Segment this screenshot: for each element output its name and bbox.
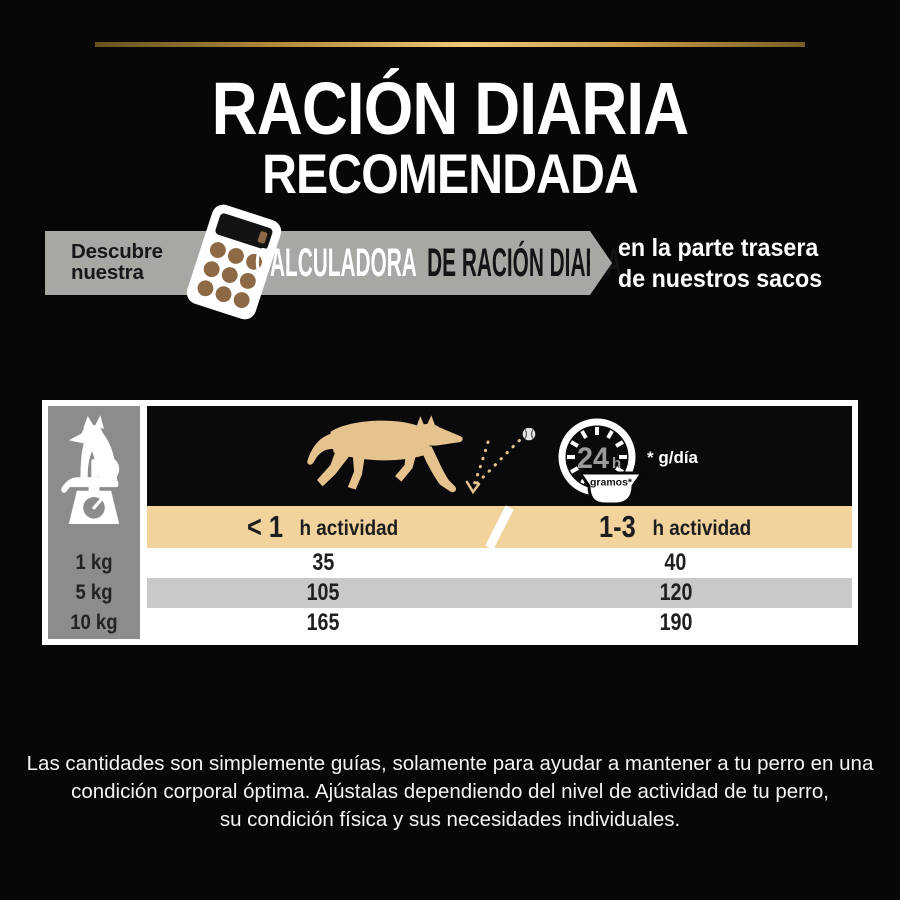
- activity-col-2-label: h actividad: [652, 516, 752, 540]
- table-row-1kg: 35 40: [147, 548, 852, 578]
- activity-header-row: < 1 h actividad 1-3 h actividad: [147, 505, 853, 550]
- disclaimer-line3: su condición física y sus necesidades in…: [219, 808, 681, 831]
- page-title: RACIÓN DIARIA: [211, 67, 690, 150]
- weight-icon-box: [58, 406, 130, 548]
- banner-right-line2: de nuestros sacos: [618, 265, 823, 293]
- disclaimer-line2: condición corporal óptima. Ajústalas dep…: [71, 780, 829, 803]
- weight-column: 1 kg 5 kg 10 kg: [48, 406, 140, 639]
- banner-intro-line1: Descubre: [71, 240, 163, 263]
- ration-5kg-low: 105: [306, 579, 340, 606]
- ration-5kg-high: 120: [659, 579, 693, 606]
- banner-right-text: en la parte trasera de nuestros sacos: [618, 233, 822, 295]
- ball-trajectory-icon: [465, 428, 536, 495]
- clock-number: 24: [577, 442, 609, 475]
- disclaimer-line1: Las cantidades son simplemente guías, so…: [26, 752, 874, 775]
- table-row-5kg: 105 120: [147, 578, 852, 608]
- ration-10kg-high: 190: [659, 609, 693, 636]
- running-dog-icon: [307, 415, 463, 493]
- dog-on-scale-icon: [61, 415, 120, 524]
- gold-divider: [95, 42, 805, 47]
- disclaimer: Las cantidades son simplemente guías, so…: [25, 750, 875, 834]
- feeding-table: 1 kg 5 kg 10 kg: [42, 400, 858, 645]
- 24h-clock-icon: 24 h gramos*: [558, 418, 645, 506]
- banner-intro-line2: nuestra: [71, 261, 144, 284]
- weight-label-1kg: 1 kg: [75, 551, 113, 574]
- table-header: 24 h gramos* * g/día: [147, 406, 852, 506]
- activity-col-1-hours: < 1: [246, 509, 283, 544]
- banner-headline: CALCULADORA DE RACIÓN DIARIA: [255, 243, 621, 283]
- banner-headline-white: CALCULADORA: [255, 241, 417, 285]
- ration-10kg-low: 165: [306, 609, 340, 636]
- activity-col-2: 1-3 h actividad: [500, 506, 853, 548]
- unit-note: * g/día: [647, 448, 699, 467]
- page-subtitle: RECOMENDADA: [262, 142, 639, 205]
- weight-label-5kg: 5 kg: [75, 581, 113, 604]
- calculator-banner: Descubre nuestra CALCULADORA DE RACIÓN DI…: [45, 204, 621, 320]
- table-main: 24 h gramos* * g/día < 1 h actividad 1-3…: [147, 406, 852, 639]
- weight-label-10kg: 10 kg: [70, 611, 118, 634]
- calculator-icon: [186, 204, 282, 320]
- banner-intro: Descubre nuestra: [71, 241, 163, 283]
- activity-col-2-hours: 1-3: [599, 509, 636, 544]
- ration-1kg-low: 35: [312, 549, 335, 576]
- ration-1kg-high: 40: [664, 549, 687, 576]
- table-row-10kg: 165 190: [147, 608, 852, 638]
- food-bowl-icon: gramos*: [577, 471, 645, 506]
- banner-right-line1: en la parte trasera: [618, 234, 819, 262]
- activity-col-1: < 1 h actividad: [147, 506, 500, 548]
- clock-unit: h: [612, 455, 621, 472]
- bowl-label: gramos*: [590, 477, 633, 489]
- activity-col-1-label: h actividad: [299, 516, 399, 540]
- banner-headline-black: DE RACIÓN DIARIA: [427, 241, 622, 285]
